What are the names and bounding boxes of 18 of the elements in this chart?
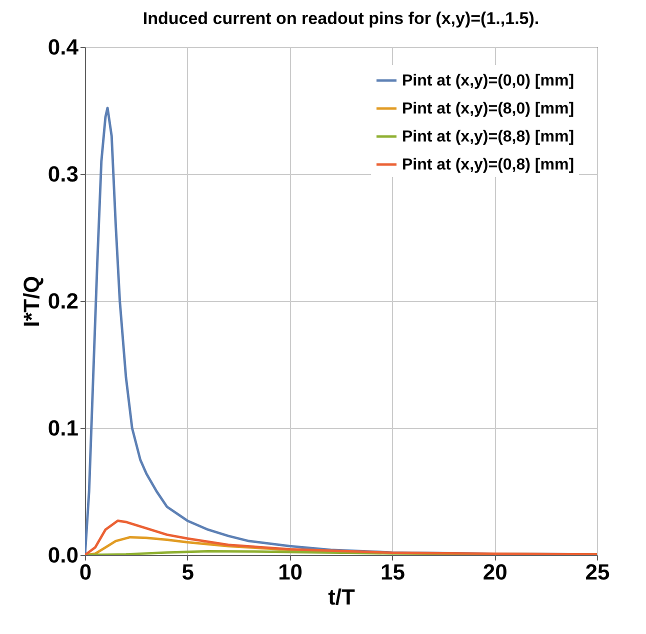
x-tick-label: 25 [585,560,610,584]
x-tick-label: 5 [182,560,194,584]
y-tick-label: 0.3 [48,162,78,186]
legend-label: Pint at (x,y)=(0,0) [mm] [402,72,574,90]
y-axis-title: I*T/Q [18,276,44,328]
x-tick-label: 0 [79,560,92,584]
x-axis-title: t/T [328,584,356,610]
x-tick-label: 20 [482,560,508,584]
x-tick-label: 10 [278,560,303,584]
y-tick-label: 0.4 [48,34,80,60]
legend-label: Pint at (x,y)=(0,8) [mm] [402,156,574,174]
x-tick-label: 15 [380,560,405,584]
y-tick-label: 0.1 [48,416,78,440]
chart-title: Induced current on readout pins for (x,y)=(1.,1.5). [142,9,540,28]
legend-label: Pint at (x,y)=(8,8) [mm] [402,128,574,146]
legend-label: Pint at (x,y)=(8,0) [mm] [402,100,574,118]
y-tick-label: 0.2 [48,288,78,314]
y-tick-label: 0.0 [48,542,78,568]
